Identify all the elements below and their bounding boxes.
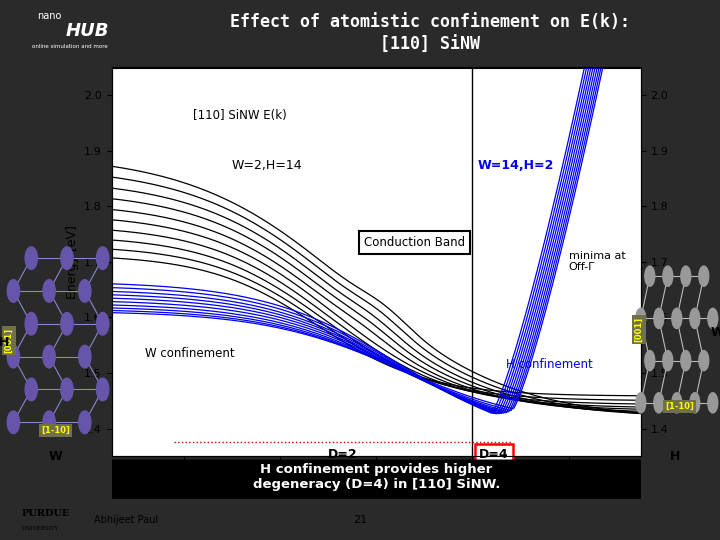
Circle shape	[681, 350, 690, 370]
Circle shape	[663, 350, 672, 370]
Circle shape	[708, 308, 718, 328]
Text: HUB: HUB	[66, 22, 109, 40]
Text: H confinement: H confinement	[506, 358, 593, 371]
Text: W: W	[48, 450, 63, 463]
Text: [1-10]: [1-10]	[665, 402, 694, 411]
Text: minima at
Off-Γ: minima at Off-Γ	[569, 251, 626, 272]
Y-axis label: Energy [eV]: Energy [eV]	[66, 225, 78, 299]
Circle shape	[690, 308, 700, 328]
Text: W confinement: W confinement	[145, 347, 235, 360]
Circle shape	[7, 411, 19, 434]
Text: W=14,H=2: W=14,H=2	[477, 159, 554, 172]
Text: PURDUE: PURDUE	[22, 509, 70, 518]
Circle shape	[708, 393, 718, 413]
Circle shape	[663, 266, 672, 286]
Circle shape	[60, 313, 73, 335]
Circle shape	[636, 393, 646, 413]
Circle shape	[25, 313, 37, 335]
Circle shape	[78, 346, 91, 368]
Circle shape	[25, 378, 37, 401]
Text: H confinement provides higher
degeneracy (D=4) in [110] SiNW.: H confinement provides higher degeneracy…	[253, 463, 500, 491]
Circle shape	[690, 393, 700, 413]
Circle shape	[636, 308, 646, 328]
Circle shape	[672, 308, 682, 328]
Circle shape	[60, 378, 73, 401]
Circle shape	[96, 378, 109, 401]
Text: W=2,H=14: W=2,H=14	[232, 159, 302, 172]
Text: 21: 21	[353, 515, 367, 525]
Text: H: H	[0, 336, 9, 349]
Circle shape	[96, 247, 109, 269]
Circle shape	[25, 247, 37, 269]
Text: W: W	[711, 326, 720, 339]
Circle shape	[43, 280, 55, 302]
FancyBboxPatch shape	[107, 460, 646, 498]
Text: nano: nano	[37, 11, 61, 21]
Circle shape	[681, 266, 690, 286]
Circle shape	[645, 266, 654, 286]
Circle shape	[645, 350, 654, 370]
Text: Abhijeet Paul: Abhijeet Paul	[94, 515, 158, 525]
Circle shape	[96, 313, 109, 335]
Circle shape	[7, 346, 19, 368]
Circle shape	[78, 411, 91, 434]
Circle shape	[43, 411, 55, 434]
Text: [001]: [001]	[4, 328, 14, 353]
Text: [1-10]: [1-10]	[41, 426, 71, 435]
Circle shape	[7, 280, 19, 302]
X-axis label: Kₓ [normalized]: Kₓ [normalized]	[328, 482, 425, 495]
Circle shape	[654, 393, 664, 413]
Text: Effect of atomistic confinement on E(k):: Effect of atomistic confinement on E(k):	[230, 12, 630, 31]
Circle shape	[43, 346, 55, 368]
Text: Conduction Band: Conduction Band	[364, 236, 465, 249]
Text: [110] SiNW E(k): [110] SiNW E(k)	[194, 109, 287, 122]
Circle shape	[699, 266, 708, 286]
Text: [001]: [001]	[634, 317, 644, 342]
Circle shape	[78, 280, 91, 302]
Text: D=2: D=2	[328, 448, 357, 461]
Circle shape	[60, 247, 73, 269]
Text: online simulation and more: online simulation and more	[32, 44, 108, 49]
Circle shape	[654, 308, 664, 328]
Text: D=4: D=4	[480, 448, 509, 461]
Circle shape	[699, 350, 708, 370]
Text: UNIVERSITY: UNIVERSITY	[22, 526, 59, 531]
Text: H: H	[670, 450, 680, 463]
Circle shape	[672, 393, 682, 413]
Text: [110] SiNW: [110] SiNW	[380, 36, 480, 55]
